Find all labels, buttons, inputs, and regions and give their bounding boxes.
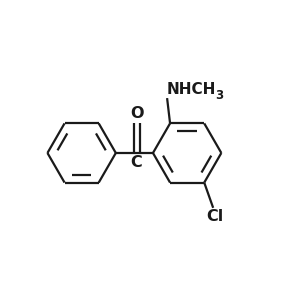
Text: Cl: Cl bbox=[206, 209, 223, 224]
Text: 3: 3 bbox=[215, 89, 224, 102]
Text: O: O bbox=[130, 106, 143, 121]
Text: C: C bbox=[131, 155, 142, 170]
Text: NHCH: NHCH bbox=[167, 82, 217, 97]
